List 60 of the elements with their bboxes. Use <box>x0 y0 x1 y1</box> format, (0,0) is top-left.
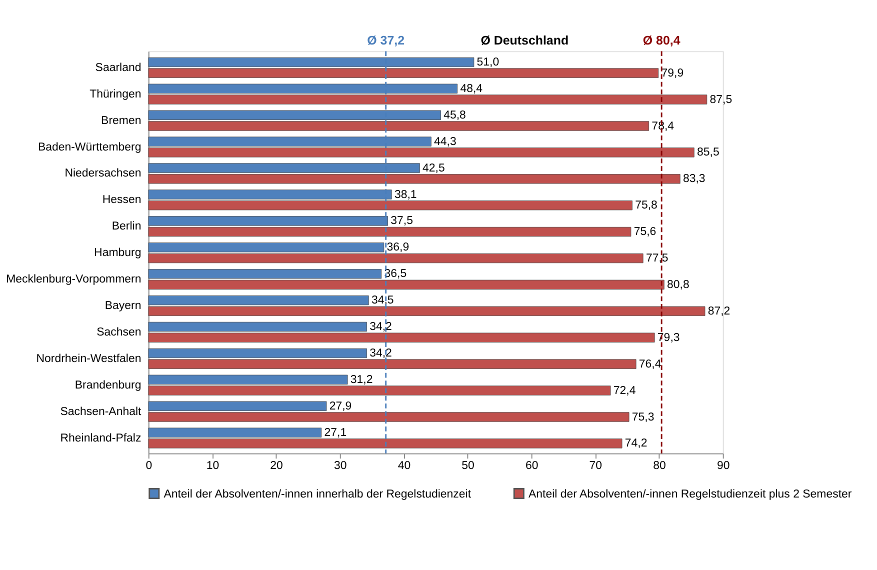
x-tick-label: 50 <box>462 460 474 472</box>
data-label: 85,5 <box>697 146 720 159</box>
data-label: 44,3 <box>434 136 456 148</box>
data-label: 75,8 <box>635 200 658 212</box>
y-tick-label: Sachsen-Anhalt <box>60 406 142 418</box>
data-label: 27,9 <box>329 400 352 412</box>
x-tick-label: 30 <box>334 460 347 472</box>
data-label: 31,2 <box>350 374 373 386</box>
x-tick-label: 40 <box>398 460 411 472</box>
data-label: 38,1 <box>394 188 417 201</box>
data-label: 87,5 <box>710 94 732 106</box>
data-label: 87,2 <box>708 305 730 318</box>
y-tick-label: Sachsen <box>96 326 142 338</box>
data-label: 34,2 <box>370 348 392 360</box>
ref-line-label: Ø 37,2 <box>367 34 405 48</box>
y-tick-label: Hessen <box>102 194 142 206</box>
legend-label: Anteil der Absolventen/-innen Regelstudienzeit plus 2 Semester <box>528 488 852 500</box>
y-tick-label: Berlin <box>112 220 142 233</box>
y-tick-label: Rheinland-Pfalz <box>60 432 142 444</box>
y-tick-label: Baden-Württemberg <box>38 141 142 154</box>
data-label: 37,5 <box>390 215 413 228</box>
x-tick-label: 20 <box>270 460 283 472</box>
y-tick-label: Mecklenburg-Vorpommern <box>6 274 142 286</box>
y-tick-label: Nordrhein-Westfalen <box>36 352 142 365</box>
data-label: 79,9 <box>661 67 684 80</box>
x-tick-label: 70 <box>589 460 602 472</box>
x-tick-label: 0 <box>146 460 152 472</box>
x-tick-label: 80 <box>653 460 666 472</box>
data-label: 51,0 <box>476 56 500 68</box>
x-tick-label: 10 <box>206 460 220 472</box>
data-label: 80,8 <box>667 278 690 291</box>
y-tick-label: Bayern <box>104 300 142 312</box>
data-label: 77,5 <box>646 252 668 265</box>
y-tick-label: Bremen <box>101 114 142 127</box>
data-label: 76,4 <box>638 358 662 370</box>
y-tick-label: Brandenburg <box>74 379 142 392</box>
data-label: 83,3 <box>682 173 706 186</box>
x-tick-label: 60 <box>525 460 538 472</box>
text: Ø Deutschland <box>480 34 569 48</box>
data-label: 79,3 <box>657 332 680 344</box>
data-label: 75,6 <box>634 226 656 238</box>
data-label: 42,5 <box>422 162 445 174</box>
x-tick-label: 90 <box>716 460 730 472</box>
data-label: 72,4 <box>613 384 636 397</box>
data-label: 75,3 <box>632 411 654 424</box>
y-tick-label: Thüringen <box>90 88 142 100</box>
y-tick-label: Hamburg <box>94 247 142 260</box>
data-label: 27,1 <box>324 426 347 439</box>
data-label: 48,4 <box>460 82 484 95</box>
y-tick-label: Saarland <box>95 62 142 74</box>
data-label: 45,8 <box>444 109 466 122</box>
data-label: 34,5 <box>371 294 394 307</box>
y-tick-label: Niedersachsen <box>64 168 142 180</box>
data-label: 36,5 <box>384 268 407 280</box>
data-label: 74,2 <box>624 438 648 450</box>
data-label: 34,2 <box>370 321 392 334</box>
legend-label: Anteil der Absolventen/-innen innerhalb der Regelstudienzeit <box>164 488 472 500</box>
data-label: 78,4 <box>652 120 675 132</box>
data-label: 36,9 <box>386 242 410 254</box>
ref-line-label: Ø 80,4 <box>642 34 680 48</box>
